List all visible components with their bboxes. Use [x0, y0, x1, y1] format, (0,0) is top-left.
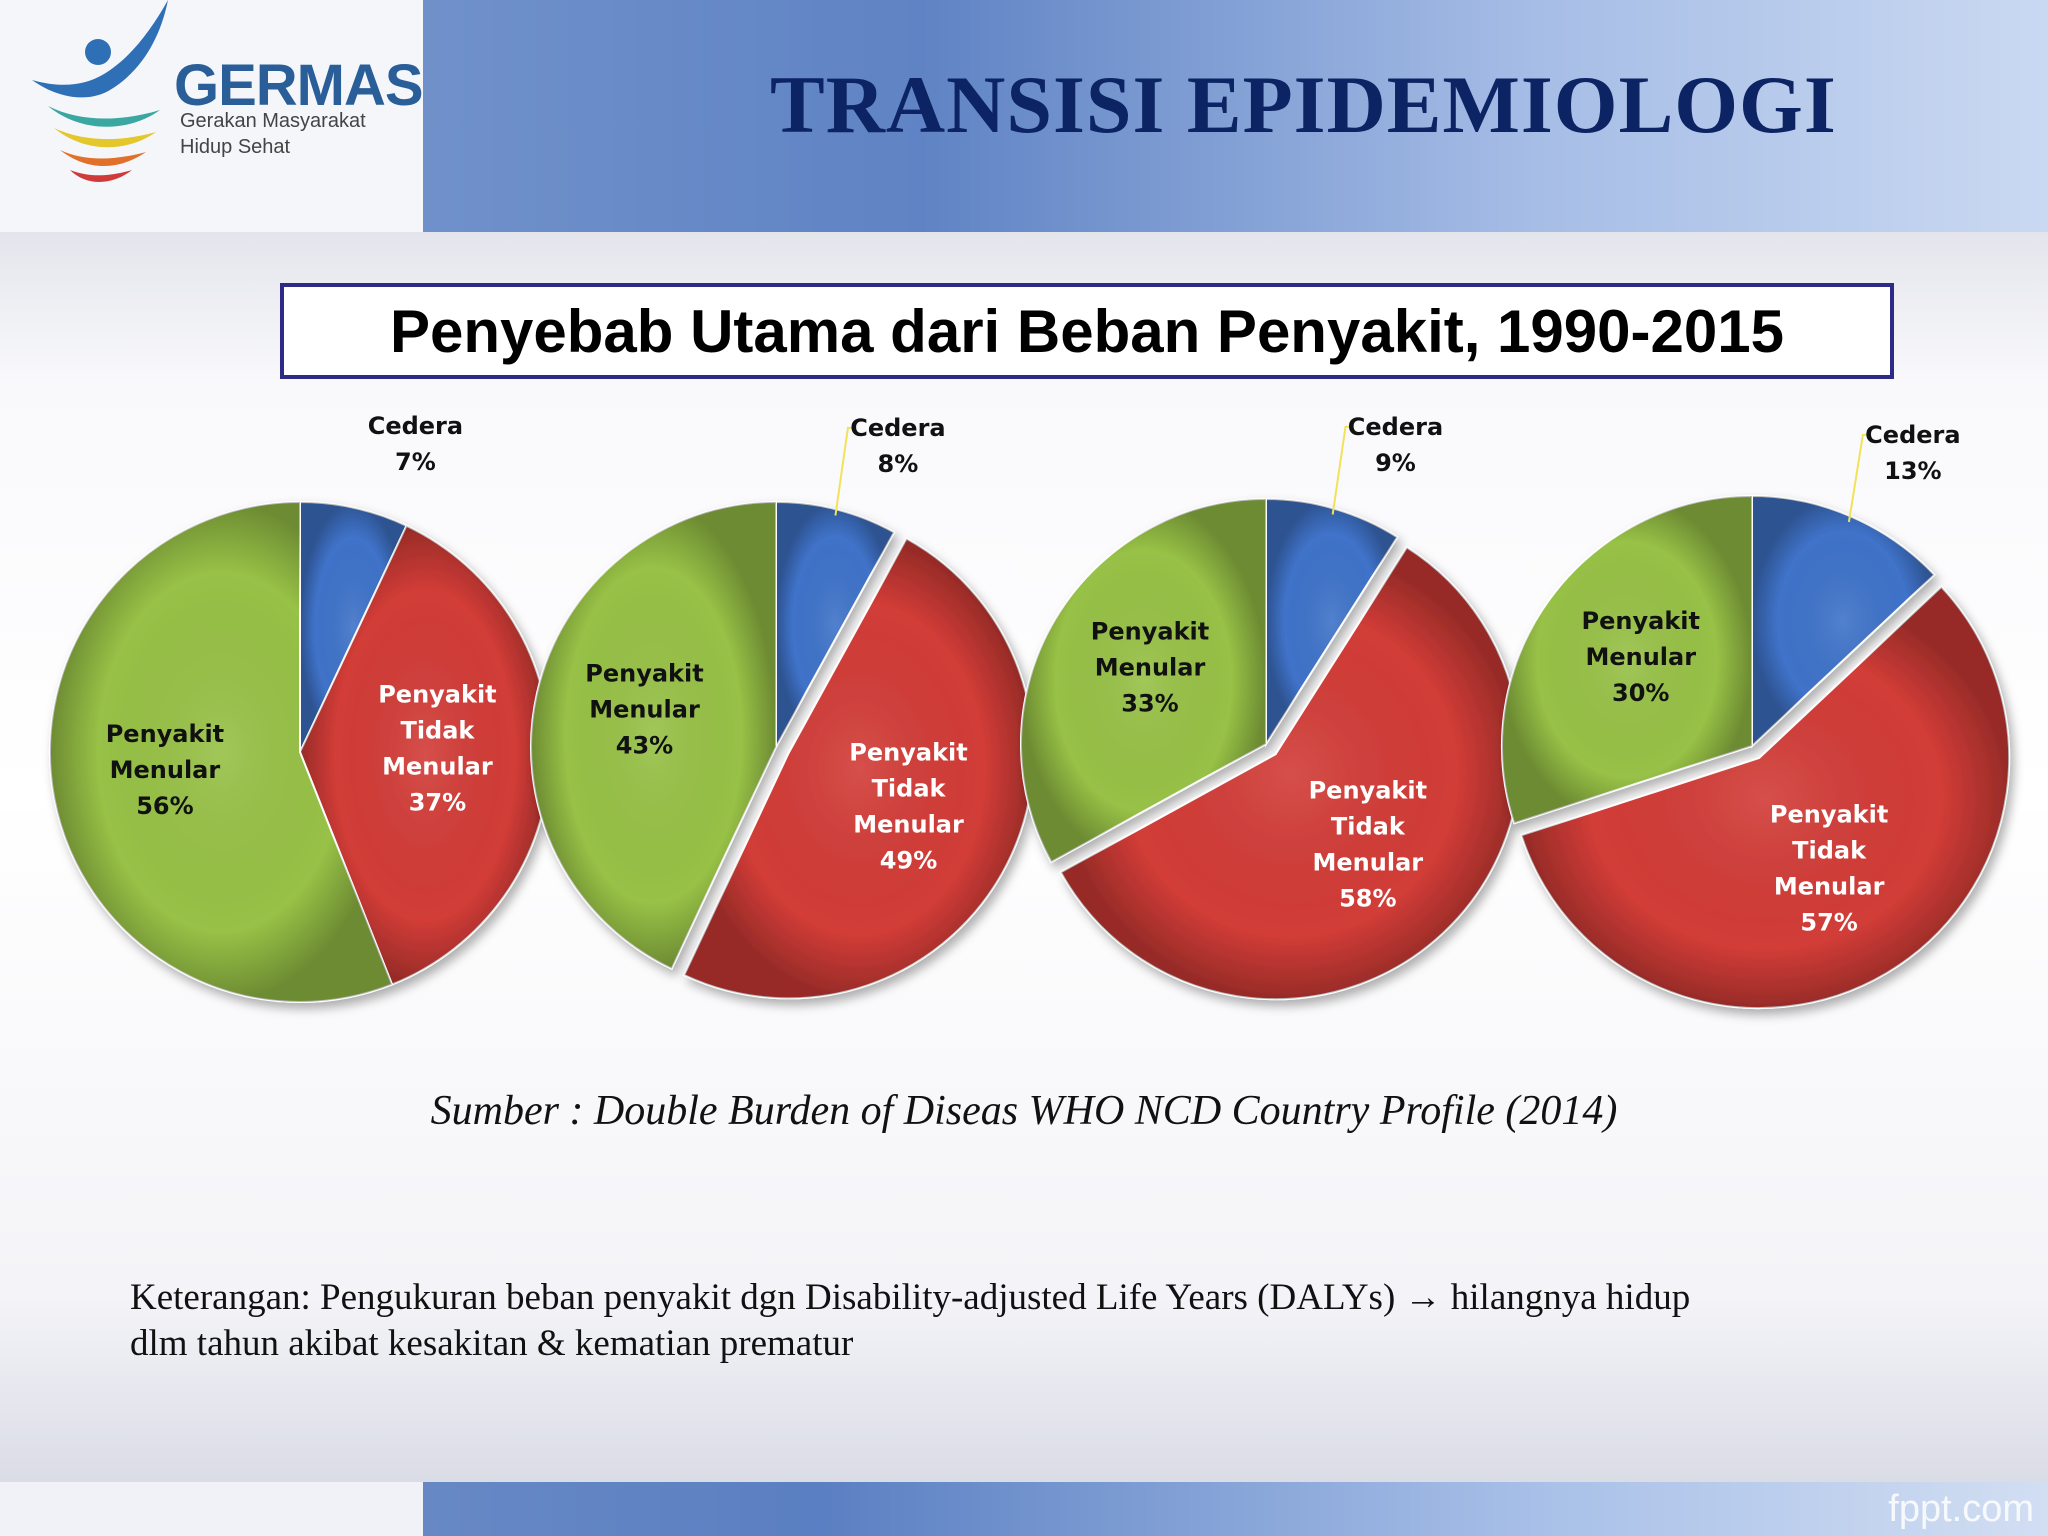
- pie-4-label-menular: Penyakit Menular 30%: [1582, 607, 1700, 707]
- pie-chart-2: [530, 500, 1035, 1000]
- pie-label-line: Menular: [1313, 848, 1424, 876]
- footer-logo-panel: [0, 1482, 423, 1536]
- footnote: Keterangan: Pengukuran beban penyakit dg…: [130, 1275, 1950, 1367]
- pie-2-label-menular: Penyakit Menular 43%: [585, 660, 703, 760]
- pie-label-line: Cedera: [368, 412, 463, 440]
- slide-title: TRANSISI EPIDEMIOLOGI: [770, 59, 1837, 150]
- pie-label-line: 57%: [1800, 908, 1857, 936]
- pie-3-label-cedera: Cedera 9%: [1348, 413, 1443, 477]
- pie-4-label-tidak-menular: Penyakit Tidak Menular 57%: [1770, 800, 1888, 936]
- pie-label-line: Menular: [382, 752, 493, 780]
- pie-label-line: Penyakit: [1582, 607, 1700, 635]
- pie-2-slice-shading: [684, 538, 1034, 999]
- pie-2-label-tidak-menular: Penyakit Tidak Menular 49%: [849, 739, 967, 875]
- pie-4-slice-shading: [1752, 496, 1935, 746]
- logo-tagline: Hidup Sehat: [180, 136, 291, 158]
- pie-label-line: Cedera: [1348, 413, 1443, 441]
- pie-label-line: Penyakit: [1091, 617, 1209, 645]
- pie-label-line: Penyakit: [585, 660, 703, 688]
- pie-1-slice-shading: [50, 502, 393, 1002]
- chart-title: Penyebab Utama dari Beban Penyakit, 1990…: [389, 297, 1784, 365]
- pie-charts: Cedera 7% Penyakit Tidak Menular 37% Penyakit M…: [49, 412, 2011, 1010]
- pie-label-line: 37%: [409, 788, 466, 816]
- pie-label-line: 7%: [395, 448, 436, 476]
- pie-3-label-tidak-menular: Penyakit Tidak Menular 58%: [1309, 776, 1427, 912]
- pie-chart-3: [1020, 497, 1522, 1001]
- footnote-line-2: dlm tahun akibat kesakitan & kematian pr…: [130, 1323, 854, 1364]
- pie-label-line: 56%: [136, 792, 193, 820]
- pie-label-line: 33%: [1121, 689, 1178, 717]
- pie-label-line: 13%: [1884, 457, 1941, 485]
- germas-logo-icon: [32, 0, 168, 182]
- pie-1-slice-shading: [300, 502, 407, 752]
- pie-label-line: Menular: [589, 696, 700, 724]
- pie-2-label-cedera: Cedera 8%: [850, 414, 945, 478]
- footnote-line-1: Keterangan: Pengukuran beban penyakit dg…: [130, 1277, 1691, 1318]
- pie-1-slice-shading: [300, 525, 550, 985]
- pie-4-leader-line: [1847, 433, 1869, 523]
- pie-label-line: 8%: [878, 450, 919, 478]
- pie-label-line: Penyakit: [1770, 800, 1888, 828]
- pie-label-line: Penyakit: [378, 680, 496, 708]
- pie-chart-1: [49, 500, 551, 1003]
- pie-label-line: 9%: [1375, 449, 1416, 477]
- pie-3-slice-shading: [1266, 499, 1398, 744]
- pie-2-slice-shading: [776, 502, 895, 747]
- pie-label-line: Menular: [1774, 872, 1885, 900]
- pie-label-line: 58%: [1339, 884, 1396, 912]
- pie-3-slice-shading: [1060, 547, 1521, 1000]
- pie-label-line: 49%: [880, 847, 937, 875]
- pie-label-line: Tidak: [400, 716, 475, 744]
- pie-2-slice-shading: [531, 502, 776, 969]
- logo-tagline: Gerakan Masyarakat: [180, 110, 366, 132]
- pie-4-slice-shading: [1521, 586, 2010, 1009]
- pie-3-slice-shading: [1021, 499, 1266, 863]
- pie-label-line: Menular: [1585, 643, 1696, 671]
- header-bar: GERMAS Gerakan Masyarakat Hidup Sehat TR…: [0, 0, 2048, 232]
- pie-1-label-menular: Penyakit Menular 56%: [106, 720, 224, 820]
- pie-label-line: Menular: [110, 756, 221, 784]
- pie-label-line: 30%: [1612, 679, 1669, 707]
- pie-label-line: Cedera: [1865, 421, 1960, 449]
- pie-2-leader-line: [834, 426, 854, 516]
- pie-3-leader-line: [1331, 425, 1352, 515]
- pie-chart-4: [1501, 494, 2011, 1010]
- pie-label-line: Tidak: [1331, 812, 1406, 840]
- pie-4-label-cedera: Cedera 13%: [1865, 421, 1960, 485]
- pie-label-line: Menular: [853, 811, 964, 839]
- logo-name: GERMAS: [174, 53, 424, 118]
- pie-label-line: Menular: [1095, 653, 1206, 681]
- footer-bar: fppt.com: [0, 1482, 2048, 1536]
- footer-brand: fppt.com: [1888, 1488, 2034, 1530]
- pie-1-label-cedera: Cedera 7%: [368, 412, 463, 476]
- source-citation: Sumber : Double Burden of Diseas WHO NCD…: [430, 1088, 1618, 1134]
- pie-label-line: Tidak: [1792, 836, 1867, 864]
- logo-panel: GERMAS Gerakan Masyarakat Hidup Sehat: [0, 0, 424, 232]
- pie-label-line: 43%: [616, 732, 673, 760]
- pie-label-line: Penyakit: [1309, 776, 1427, 804]
- pie-4-slice-shading: [1501, 496, 1752, 824]
- pie-label-line: Penyakit: [849, 739, 967, 767]
- pie-label-line: Tidak: [872, 775, 947, 803]
- pie-1-label-tidak-menular: Penyakit Tidak Menular 37%: [378, 680, 496, 816]
- pie-3-label-menular: Penyakit Menular 33%: [1091, 617, 1209, 717]
- pie-label-line: Cedera: [850, 414, 945, 442]
- pie-label-line: Penyakit: [106, 720, 224, 748]
- chart-title-box: Penyebab Utama dari Beban Penyakit, 1990…: [280, 283, 1894, 379]
